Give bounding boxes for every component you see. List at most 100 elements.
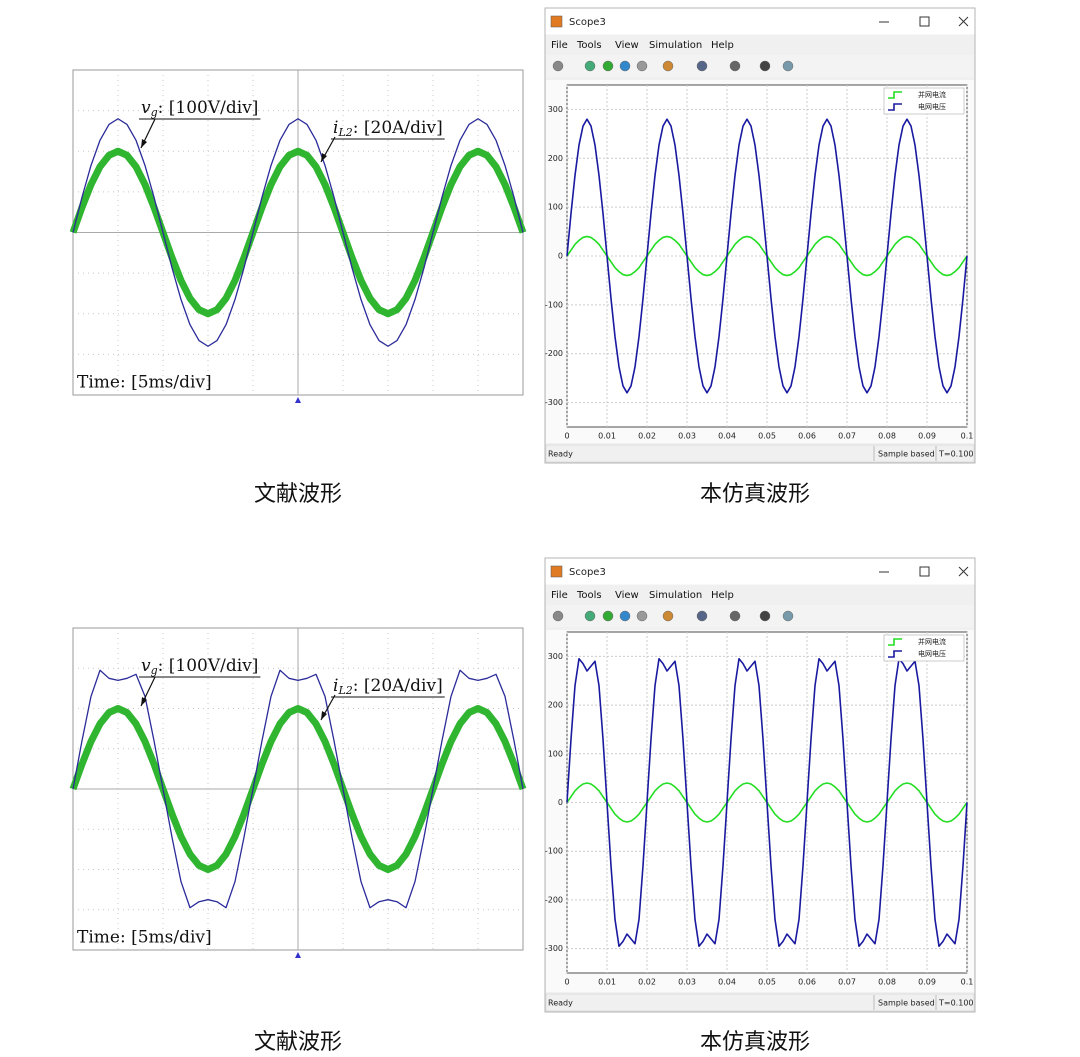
toolbar-icon <box>636 60 648 72</box>
status-time: T=0.100 <box>938 450 974 459</box>
x-tick-label: 0.1 <box>961 978 974 987</box>
x-tick-label: 0.02 <box>638 978 656 987</box>
arrow-head <box>141 139 147 148</box>
trigger-marker <box>295 952 301 958</box>
trigger-marker <box>295 397 301 403</box>
label-subscript: g <box>151 664 158 677</box>
y-tick-label: -100 <box>545 300 563 309</box>
waveform-label: vg: [100V/div] <box>141 98 258 120</box>
x-tick-label: 0.06 <box>798 432 816 441</box>
y-tick-label: -100 <box>545 847 563 856</box>
toolbar-icon <box>782 610 794 622</box>
toolbar-icon <box>759 610 771 622</box>
app-icon <box>550 565 563 578</box>
figure-caption: 本仿真波形 <box>700 1030 810 1055</box>
x-tick-label: 0.01 <box>598 432 616 441</box>
x-tick-label: 0.09 <box>918 978 936 987</box>
menu-item: File <box>551 590 568 601</box>
toolbar-icon <box>619 60 631 72</box>
label-symbol: v <box>141 656 151 676</box>
menu-item: Simulation <box>649 40 702 51</box>
x-tick-label: 0.02 <box>638 432 656 441</box>
x-tick-label: 0.03 <box>678 432 696 441</box>
status-mode: Sample based <box>878 450 935 459</box>
x-tick-label: 0.08 <box>878 432 896 441</box>
waveform-label: vg: [100V/div] <box>141 656 258 678</box>
waveform <box>69 705 527 873</box>
status-mode: Sample based <box>878 999 935 1008</box>
status-time: T=0.100 <box>938 999 974 1008</box>
x-tick-label: 0.01 <box>598 978 616 987</box>
menu-item: View <box>615 40 639 51</box>
toolbar-icon <box>552 610 564 622</box>
x-tick-label: 0.05 <box>758 432 776 441</box>
menu-item: File <box>551 40 568 51</box>
status-bar <box>545 993 975 1012</box>
toolbar-icon <box>696 610 708 622</box>
toolbar-icon <box>759 60 771 72</box>
x-tick-label: 0.07 <box>838 432 856 441</box>
arrow-head <box>321 711 327 720</box>
label-scale: : [20A/div] <box>353 118 443 138</box>
x-tick-label: 0 <box>564 978 569 987</box>
y-tick-label: -200 <box>545 349 563 358</box>
y-tick-label: 300 <box>548 105 563 114</box>
y-tick-label: 200 <box>548 154 563 163</box>
menu-item: View <box>615 590 639 601</box>
label-subscript: L2 <box>337 126 352 139</box>
legend-label: 并网电流 <box>918 637 946 646</box>
y-tick-label: 300 <box>548 652 563 661</box>
figure-caption: 本仿真波形 <box>700 482 810 507</box>
label-scale: : [20A/div] <box>353 676 443 696</box>
legend-label: 并网电流 <box>918 90 946 99</box>
figure-caption: 文献波形 <box>254 482 342 507</box>
y-tick-label: -300 <box>545 944 563 953</box>
label-scale: : [100V/div] <box>158 656 259 676</box>
waveform-label: iL2: [20A/div] <box>333 118 443 140</box>
menu-item: Tools <box>576 590 602 601</box>
x-tick-label: 0 <box>564 432 569 441</box>
window-title: Scope3 <box>569 567 606 578</box>
label-symbol: v <box>141 98 151 118</box>
menu-item: Help <box>711 40 734 51</box>
y-tick-label: 0 <box>558 252 563 261</box>
legend-label: 电网电压 <box>918 649 946 658</box>
maximize-button <box>919 566 930 577</box>
legend-swatch <box>888 91 902 99</box>
close-button <box>958 566 969 577</box>
waveform-label: iL2: [20A/div] <box>333 676 443 698</box>
toolbar-icon <box>729 610 741 622</box>
y-tick-label: 0 <box>558 798 563 807</box>
x-tick-label: 0.09 <box>918 432 936 441</box>
legend-swatch <box>888 103 902 111</box>
toolbar-icon <box>584 610 596 622</box>
toolbar-icon <box>619 610 631 622</box>
app-icon <box>550 15 563 28</box>
menu-item: Simulation <box>649 590 702 601</box>
x-tick-label: 0.04 <box>718 432 736 441</box>
x-tick-label: 0.03 <box>678 978 696 987</box>
title-bar <box>545 558 975 585</box>
status-text: Ready <box>548 450 573 459</box>
menu-item: Help <box>711 590 734 601</box>
waveform <box>69 147 527 318</box>
y-tick-label: -200 <box>545 895 563 904</box>
status-bar <box>545 444 975 463</box>
label-symbol: i <box>333 676 338 696</box>
label-subscript: L2 <box>337 684 352 697</box>
x-tick-label: 0.06 <box>798 978 816 987</box>
x-tick-label: 0.08 <box>878 978 896 987</box>
toolbar-icon <box>602 610 614 622</box>
waveform <box>72 118 524 347</box>
x-tick-label: 0.07 <box>838 978 856 987</box>
legend-label: 电网电压 <box>918 102 946 111</box>
waveform <box>72 669 524 909</box>
label-subscript: g <box>151 106 158 119</box>
toolbar-icon <box>602 60 614 72</box>
toolbar-icon <box>729 60 741 72</box>
maximize-button <box>919 16 930 27</box>
x-tick-label: 0.04 <box>718 978 736 987</box>
arrow-head <box>141 697 147 706</box>
y-tick-label: -300 <box>545 398 563 407</box>
